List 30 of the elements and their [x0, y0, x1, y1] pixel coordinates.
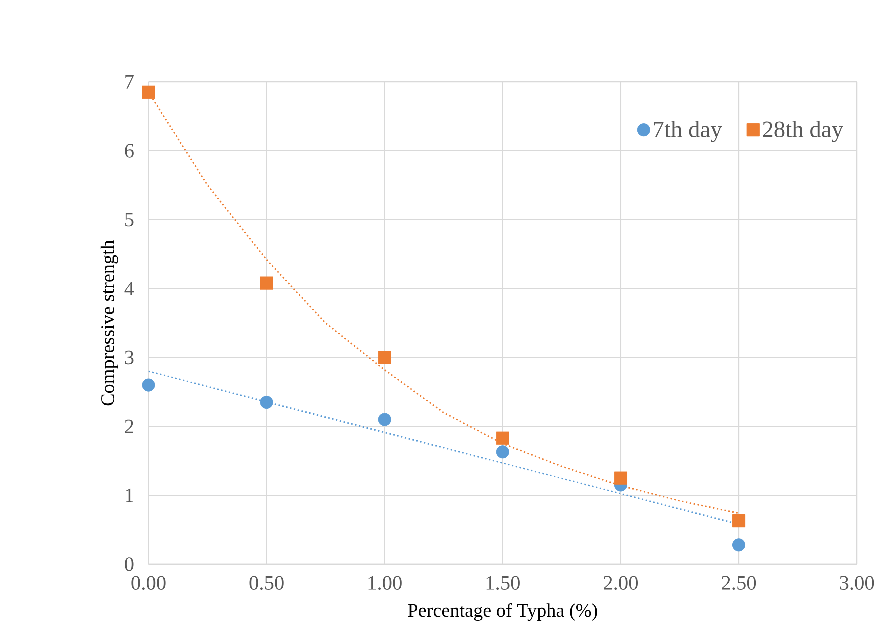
x-tick-label: 2.50 [722, 576, 756, 590]
x-tick-label: 1.00 [368, 576, 402, 590]
point [614, 472, 628, 485]
point [496, 446, 510, 459]
y-tick-label: 1 [126, 488, 134, 502]
x-axis-title: Percentage of Typha (%) [408, 603, 598, 621]
x-tick-label: 1.50 [486, 576, 520, 590]
point [496, 432, 510, 445]
point [260, 276, 274, 290]
legend-label: 7th day [654, 120, 722, 142]
x-tick-label: 2.00 [604, 576, 638, 590]
y-tick-label: 7 [126, 75, 134, 89]
y-axis-title: Compressive strength [100, 240, 118, 406]
point [142, 86, 156, 99]
y-tick-label: 5 [126, 213, 134, 227]
point [732, 538, 746, 552]
y-tick-label: 2 [125, 420, 134, 434]
point [378, 413, 392, 426]
y-tick-label: 6 [125, 144, 134, 158]
point [142, 378, 156, 392]
legend-label: 28th day [763, 120, 844, 142]
x-tick-label: 3.00 [840, 576, 874, 590]
y-tick-label: 3 [125, 350, 134, 364]
point [260, 396, 274, 409]
x-tick-label: 0.00 [132, 576, 166, 590]
y-tick-label: 4 [124, 282, 134, 296]
y-tick-label: 0 [125, 557, 134, 572]
point [732, 514, 746, 528]
x-tick-label: 0.50 [250, 576, 284, 590]
point [378, 351, 392, 364]
